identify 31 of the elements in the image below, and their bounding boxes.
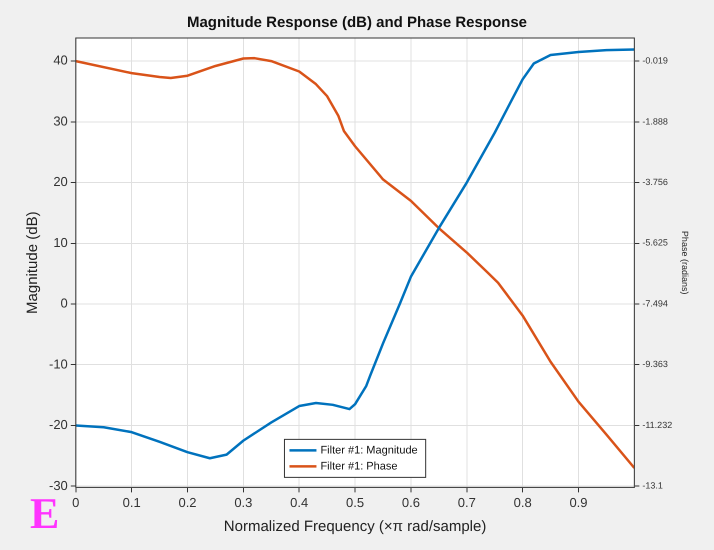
y2-tick-label: -13.1 [642,480,663,491]
y2-tick-label: -3.756 [642,177,668,188]
y2-axis-title: Phase (radians) [680,230,690,294]
y-tick-label: 20 [53,174,68,190]
y2-tick-label: -9.363 [642,359,668,370]
x-tick-label: 0.6 [402,494,420,510]
x-tick-label: 0.4 [290,494,308,510]
y2-tick-label: -5.625 [642,238,668,248]
y2-tick-label: -11.232 [642,420,672,430]
legend-label: Filter #1: Phase [320,460,398,472]
chart-title: Magnitude Response (dB) and Phase Response [186,14,528,32]
y2-tick-label: -7.494 [642,298,668,308]
y-tick-label: -10 [48,356,68,372]
x-tick-label: 0.5 [346,494,364,510]
x-tick-label: 0.9 [569,494,588,510]
x-tick-label: 0.2 [178,494,197,510]
y-axis-title: Magnitude (dB) [24,211,42,314]
x-tick-label: 0.8 [514,494,532,510]
legend-label: Filter #1: Magnitude [320,444,418,456]
y2-tick-label: -0.019 [642,56,668,66]
x-tick-label: 0.7 [458,494,476,510]
y-tick-label: 30 [53,113,68,128]
y-tick-label: 40 [53,52,68,68]
y2-tick-label: -1.888 [642,116,668,126]
x-tick-label: 0 [72,494,80,510]
y-tick-label: 10 [53,234,68,250]
y-tick-label: 0 [60,296,68,311]
x-tick-label: 0.3 [234,494,252,510]
x-axis-title: Normalized Frequency (×π rad/sample) [224,518,486,536]
y-tick-label: -20 [48,417,68,432]
x-tick-label: 0.1 [122,494,141,510]
